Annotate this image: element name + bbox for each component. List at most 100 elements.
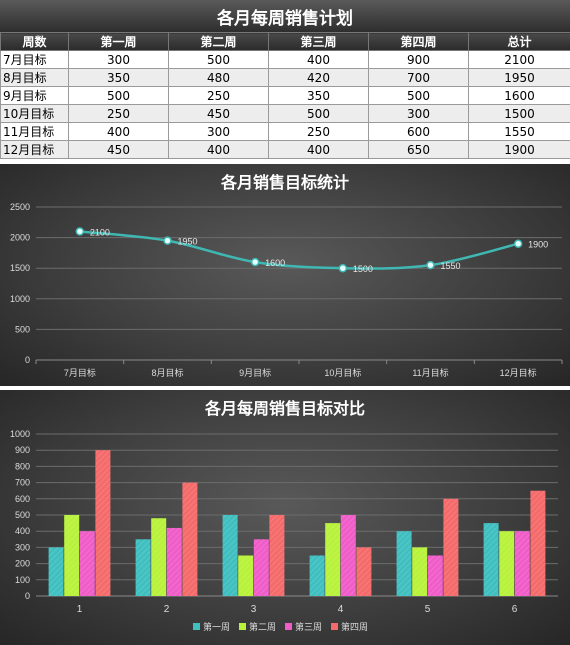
- table-cell[interactable]: 250: [168, 86, 269, 105]
- table-cell[interactable]: 350: [268, 86, 369, 105]
- x-tick-label: 2: [164, 604, 170, 615]
- table-cell[interactable]: 450: [168, 104, 269, 123]
- table-cell[interactable]: 500: [68, 86, 169, 105]
- table-cell[interactable]: 300: [368, 104, 469, 123]
- bar: [443, 498, 459, 596]
- total-cell[interactable]: 1550: [468, 122, 570, 141]
- legend-label: 第三周: [295, 621, 322, 632]
- table-row: 9月目标 500 250 350 500 1600: [0, 86, 570, 105]
- y-tick-label: 2000: [10, 233, 30, 243]
- y-tick-label: 500: [15, 324, 30, 334]
- table-cell[interactable]: 500: [368, 86, 469, 105]
- total-cell[interactable]: 1900: [468, 140, 570, 159]
- table-cell[interactable]: 700: [368, 68, 469, 87]
- data-point: [426, 260, 435, 270]
- table-cell[interactable]: 600: [368, 122, 469, 141]
- row-label: 11月目标: [0, 122, 69, 141]
- legend-label: 第四周: [341, 621, 368, 632]
- bar: [396, 531, 412, 596]
- total-cell[interactable]: 1600: [468, 86, 570, 105]
- table-cell[interactable]: 400: [268, 50, 369, 69]
- data-label: 1900: [528, 240, 548, 250]
- plan-title: 各月每周销售计划: [0, 0, 570, 32]
- x-tick-label: 6: [512, 604, 518, 615]
- header-cell: 第三周: [268, 32, 369, 51]
- table-cell[interactable]: 500: [168, 50, 269, 69]
- bar-chart-title: 各月每周销售目标对比: [204, 399, 365, 418]
- table-cell[interactable]: 250: [268, 122, 369, 141]
- table-cell[interactable]: 400: [68, 122, 169, 141]
- bar: [499, 531, 515, 596]
- data-point: [513, 239, 523, 248]
- bar: [269, 515, 285, 596]
- plan-table: 周数 第一周 第二周 第三周 第四周 总计 7月目标 300 500 400 9…: [0, 32, 570, 159]
- bar: [412, 547, 428, 596]
- x-tick-label: 1: [77, 604, 83, 615]
- header-cell: 总计: [468, 32, 570, 51]
- table-row: 8月目标 350 480 420 700 1950: [0, 68, 570, 87]
- data-point: [250, 257, 260, 267]
- table-cell[interactable]: 500: [268, 104, 369, 123]
- table-row: 11月目标 400 300 250 600 1550: [0, 122, 570, 141]
- bar: [340, 515, 356, 596]
- table-cell[interactable]: 420: [268, 68, 369, 87]
- x-tick-label: 4: [338, 604, 344, 615]
- header-cell: 周数: [0, 32, 69, 51]
- total-cell[interactable]: 1950: [468, 68, 570, 87]
- y-tick-label: 600: [15, 494, 30, 504]
- bar-chart: 各月每周销售目标对比 0 100 200 300 400 500 600 700 800 900 10…: [10, 399, 558, 632]
- table-cell[interactable]: 400: [268, 140, 369, 159]
- row-label: 8月目标: [0, 68, 69, 87]
- header-cell: 第一周: [68, 32, 169, 51]
- bar: [253, 539, 269, 596]
- bar: [182, 482, 198, 596]
- line-chart-panel[interactable]: 各月销售目标统计 0 500 1000 1500 2000 2500 7月目标 8月目标 9月目标…: [0, 164, 570, 386]
- data-point: [163, 236, 172, 245]
- table-cell[interactable]: 900: [368, 50, 469, 69]
- x-tick-label: 7月目标: [64, 367, 96, 378]
- bar: [483, 523, 499, 596]
- y-tick-label: 800: [15, 461, 30, 471]
- table-cell[interactable]: 450: [68, 140, 169, 159]
- y-tick-label: 300: [15, 542, 30, 552]
- y-tick-label: 2500: [10, 202, 30, 212]
- y-tick-label: 1000: [10, 294, 30, 304]
- y-tick-label: 1500: [10, 263, 30, 273]
- y-tick-label: 0: [25, 355, 30, 365]
- table-cell[interactable]: 350: [68, 68, 169, 87]
- x-tick-label: 12月目标: [500, 367, 537, 378]
- line-chart: 各月销售目标统计 0 500 1000 1500 2000 2500 7月目标 8月目标 9月目标…: [10, 173, 563, 378]
- legend-swatch: [331, 623, 338, 630]
- legend-swatch: [285, 623, 292, 630]
- header-cell: 第二周: [168, 32, 269, 51]
- data-label: 1600: [265, 258, 285, 268]
- y-tick-label: 200: [15, 559, 30, 569]
- table-row: 7月目标 300 500 400 900 2100: [0, 50, 570, 69]
- table-cell[interactable]: 250: [68, 104, 169, 123]
- bar: [166, 527, 182, 596]
- bar-chart-panel[interactable]: 各月每周销售目标对比 0 100 200 300 400 500 600 700 800 900 10…: [0, 390, 570, 645]
- data-point: [338, 263, 348, 273]
- x-tick-label: 11月目标: [412, 367, 448, 378]
- row-label: 7月目标: [0, 50, 69, 69]
- table-row: 12月目标 450 400 400 650 1900: [0, 140, 570, 159]
- y-tick-label: 400: [15, 526, 30, 536]
- bar: [151, 518, 167, 596]
- legend-swatch: [193, 623, 200, 630]
- table-cell[interactable]: 650: [368, 140, 469, 159]
- total-cell[interactable]: 2100: [468, 50, 570, 69]
- bar: [427, 555, 443, 596]
- y-tick-label: 700: [15, 478, 30, 488]
- bar: [79, 531, 95, 596]
- table-cell[interactable]: 400: [168, 140, 269, 159]
- table-cell[interactable]: 300: [168, 122, 269, 141]
- table-cell[interactable]: 480: [168, 68, 269, 87]
- bar: [309, 555, 325, 596]
- data-label: 1500: [353, 264, 373, 274]
- data-point: [75, 227, 85, 236]
- total-cell[interactable]: 1500: [468, 104, 570, 123]
- row-label: 12月目标: [0, 140, 69, 159]
- row-label: 9月目标: [0, 86, 69, 105]
- table-cell[interactable]: 300: [68, 50, 169, 69]
- bar: [222, 515, 238, 596]
